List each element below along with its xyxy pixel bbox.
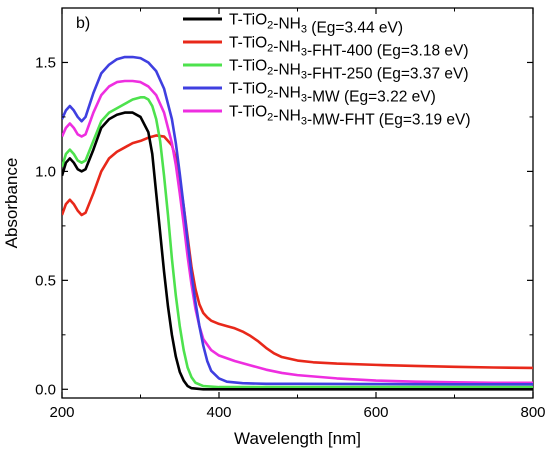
panel-label: b) [76, 15, 90, 32]
y-tick-label: 1.5 [35, 54, 56, 71]
y-tick-label: 1.0 [35, 163, 56, 180]
axis-ticks: 200 400 600 800 0.0 0.5 1.0 1.5 [35, 7, 546, 421]
x-tick-label: 600 [363, 404, 388, 421]
x-tick-label: 800 [520, 404, 545, 421]
y-axis-title: Absorbance [2, 158, 21, 249]
x-tick-label: 200 [49, 404, 74, 421]
series-line-4 [62, 55, 533, 386]
series-line-2 [62, 134, 533, 370]
legend-entry-4: T-TiO2-NH3-MW (Eg=3.22 eV) [229, 81, 436, 106]
y-tick-label: 0.5 [35, 272, 56, 289]
x-tick-label: 400 [206, 404, 231, 421]
legend-entry-1: T-TiO2-NH3 (Eg=3.44 eV) [229, 12, 403, 37]
legend-entry-5: T-TiO2-NH3-MW-FHT (Eg=3.19 eV) [229, 104, 471, 129]
x-axis-title: Wavelength [nm] [234, 429, 361, 448]
series-line-5 [62, 79, 533, 385]
series-line-3 [62, 96, 533, 389]
y-tick-label: 0.0 [35, 381, 56, 398]
legend-entry-2: T-TiO2-NH3-FHT-400 (Eg=3.18 eV) [229, 35, 469, 60]
legend: T-TiO2-NH3 (Eg=3.44 eV)T-TiO2-NH3-FHT-40… [183, 12, 471, 129]
legend-entry-3: T-TiO2-NH3-FHT-250 (Eg=3.37 eV) [229, 58, 469, 83]
series-line-1 [62, 111, 533, 391]
series-layer [62, 55, 533, 391]
